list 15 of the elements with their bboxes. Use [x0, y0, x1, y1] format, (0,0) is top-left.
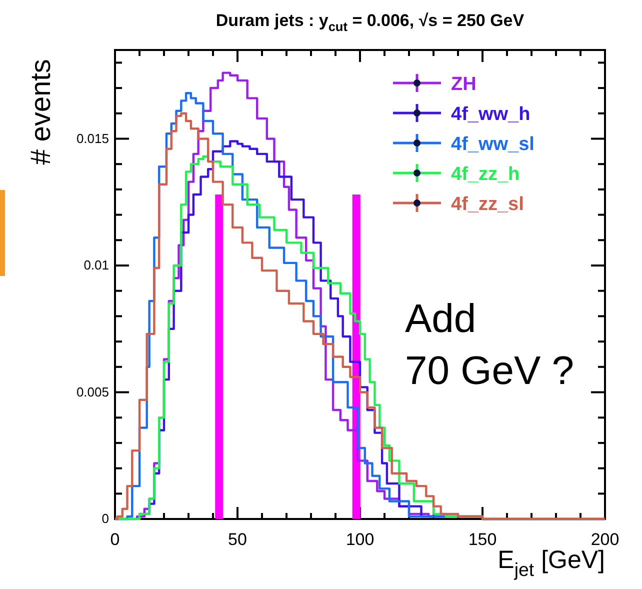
y-tick-label: 0.01	[84, 258, 109, 273]
legend-label: 4f_ww_sl	[451, 134, 534, 155]
y-tick-label: 0.005	[76, 384, 109, 400]
x-tick-label: 50	[228, 530, 247, 550]
legend-label: ZH	[451, 74, 476, 95]
y-tick-label: 0.015	[76, 130, 109, 146]
legend-label: 4f_ww_h	[451, 104, 530, 125]
legend-label: 4f_zz_sl	[451, 194, 524, 215]
annotation: Add 70 GeV ?	[405, 297, 574, 393]
chart-title: Duram jets : y$_{cut}$ = 0.006, √s = 250 GeV	[216, 11, 525, 34]
x-tick-label: 150	[468, 530, 497, 550]
x-tick-label: 100	[346, 530, 374, 550]
y-axis-title: # events	[25, 59, 56, 165]
legend-label: 4f_zz_h	[451, 164, 520, 185]
y-tick-label: 0	[102, 511, 109, 526]
